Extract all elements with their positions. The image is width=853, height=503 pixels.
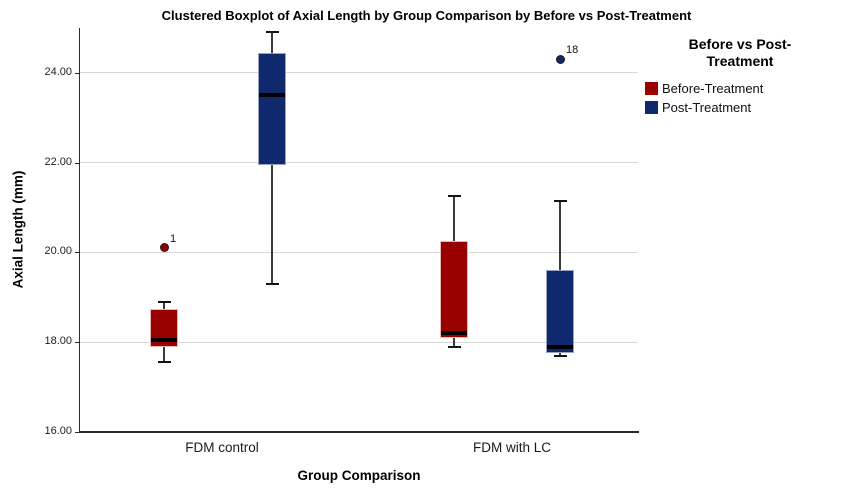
gridline xyxy=(80,251,638,253)
y-tick-mark xyxy=(75,252,79,254)
legend-item-before-treatment: Before-Treatment xyxy=(645,79,845,98)
median-before-treatment-fdm-with-lc xyxy=(441,331,467,336)
y-axis-title: Axial Length (mm) xyxy=(10,170,26,289)
legend-label: Before-Treatment xyxy=(662,81,764,96)
y-tick-mark xyxy=(75,342,79,344)
x-category-label-fdm-control: FDM control xyxy=(185,440,259,455)
y-tick-label: 18.00 xyxy=(44,335,72,348)
legend-items: Before-Treatment Post-Treatment xyxy=(645,79,845,117)
y-tick-mark xyxy=(75,162,79,164)
median-before-treatment-fdm-control xyxy=(151,337,177,342)
chart-title: Clustered Boxplot of Axial Length by Gro… xyxy=(161,8,692,23)
box-post-treatment-fdm-control xyxy=(258,52,286,165)
legend-swatch-before-treatment-icon xyxy=(645,82,658,95)
legend-swatch-post-treatment-icon xyxy=(645,101,658,114)
legend: Before vs Post- Treatment Before-Treatme… xyxy=(645,36,845,117)
y-tick-label: 24.00 xyxy=(44,65,72,78)
y-tick-mark xyxy=(75,72,79,74)
outlier-dot-post-treatment-fdm-with-lc xyxy=(555,54,565,64)
whisker-cap-high-post-treatment-fdm-control xyxy=(265,31,279,34)
y-tick-mark xyxy=(75,432,79,433)
gridline xyxy=(80,72,638,74)
whisker-cap-high-before-treatment-fdm-control xyxy=(157,300,171,303)
whisker-cap-low-post-treatment-fdm-control xyxy=(265,282,279,285)
x-category-label-fdm-with-lc: FDM with LC xyxy=(472,440,552,455)
y-tick-label: 16.00 xyxy=(44,425,72,437)
whisker-cap-low-post-treatment-fdm-with-lc xyxy=(553,354,567,357)
outlier-label-post-treatment-fdm-with-lc: 18 xyxy=(566,44,579,57)
box-before-treatment-fdm-with-lc xyxy=(440,241,468,338)
outlier-dot-before-treatment-fdm-control xyxy=(159,243,169,253)
legend-item-post-treatment: Post-Treatment xyxy=(645,98,845,117)
whisker-cap-low-before-treatment-fdm-with-lc xyxy=(447,345,461,348)
whisker-cap-low-before-treatment-fdm-control xyxy=(157,361,171,364)
legend-title: Before vs Post- Treatment xyxy=(645,36,835,70)
legend-label: Post-Treatment xyxy=(662,100,752,115)
x-axis-title: Group Comparison xyxy=(297,468,421,483)
median-post-treatment-fdm-control xyxy=(259,93,285,98)
whisker-cap-high-before-treatment-fdm-with-lc xyxy=(447,195,461,198)
box-post-treatment-fdm-with-lc xyxy=(546,270,574,354)
y-tick-label: 20.00 xyxy=(44,245,72,258)
y-tick-label: 22.00 xyxy=(44,155,72,168)
y-axis-line xyxy=(79,28,80,433)
outlier-label-before-treatment-fdm-control: 1 xyxy=(170,232,177,245)
plot-area: 1 18 xyxy=(80,28,638,432)
whisker-cap-high-post-treatment-fdm-with-lc xyxy=(553,199,567,202)
gridline xyxy=(80,341,638,343)
x-axis-line xyxy=(79,431,639,433)
legend-title-line1: Before vs Post- xyxy=(688,36,792,52)
median-post-treatment-fdm-with-lc xyxy=(547,344,573,349)
gridline xyxy=(80,162,638,164)
legend-title-line2: Treatment xyxy=(706,53,774,69)
